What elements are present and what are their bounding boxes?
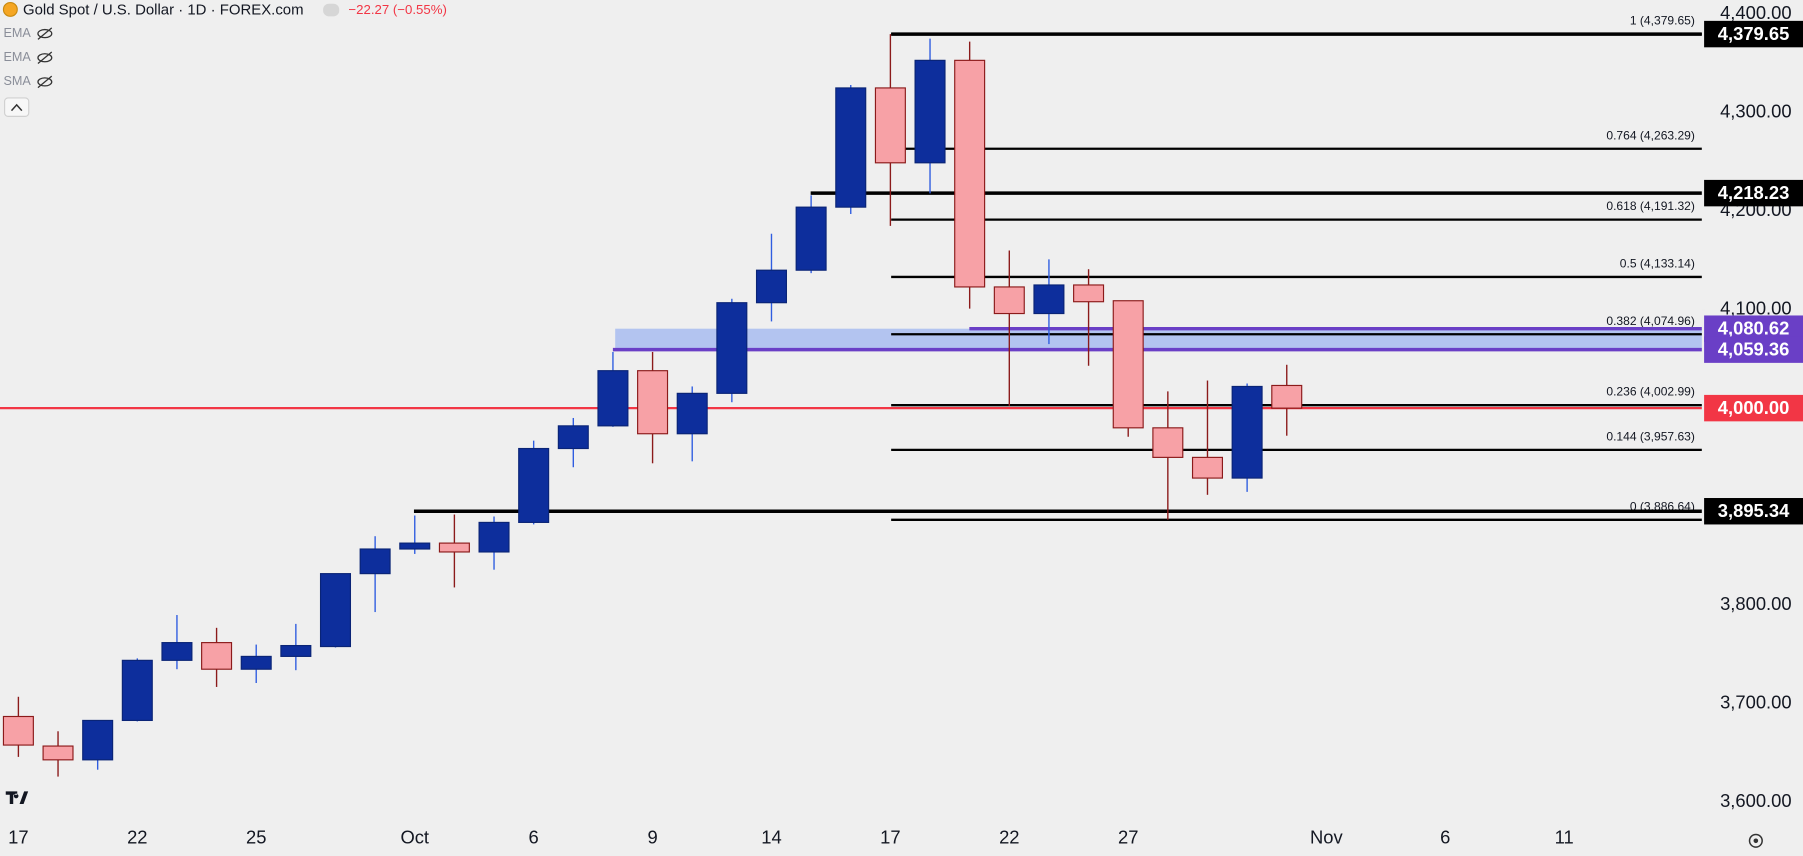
candle-body-down [1191,456,1224,479]
gear-outer [1748,833,1763,848]
chart-title[interactable]: Gold Spot / U.S. Dollar · 1D · FOREX.com [23,2,304,19]
x-tick-label: 22 [127,826,147,847]
price-label-box [1704,498,1803,525]
price-label: 3,895.34 [1718,500,1790,521]
x-tick-label: 14 [761,826,781,847]
candle-body-down [1152,427,1184,458]
candle-body-up [240,655,272,670]
candle-body-down [874,87,906,164]
visibility-slash [37,75,53,89]
indicator-label: EMA [3,26,31,40]
y-tick-label: 4,300.00 [1720,100,1792,121]
indicator-label: SMA [3,74,31,88]
x-tick-label: 17 [880,826,900,847]
candle-body-up [161,642,193,661]
y-tick-label: 4,100.00 [1720,297,1792,318]
x-tick-label: 11 [1555,826,1574,847]
x-tick-label: 25 [246,826,266,847]
x-tick-label: 6 [1440,826,1450,847]
price-label: 4,218.23 [1718,182,1790,203]
fib-label: 0.5 (4,133.14) [1620,256,1695,270]
visibility-slash [37,51,53,64]
candle-body-down [1271,384,1303,409]
candle-body-up [1231,385,1263,479]
visibility-icon [37,28,53,39]
zone [615,328,1702,350]
candle-body-up [280,644,312,657]
candle-body-up [518,447,550,523]
candle-body-up [359,548,391,575]
candle-body-down [42,745,74,761]
x-tick-label: 9 [647,826,657,847]
price-axis: 3,600.003,700.003,800.004,100.004,200.00… [8,2,1803,847]
legend-header: Gold Spot / U.S. Dollar · 1D · FOREX.com… [2,1,447,117]
logo-mark [5,791,29,805]
symbol-icon [2,1,18,17]
candle-body-up [319,573,352,648]
indicator-label: EMA [3,50,31,64]
candle-body-down [201,642,233,670]
x-tick-label: 22 [999,826,1019,847]
candle-body-up [795,206,827,271]
plot-area: 1 (4,379.65) 0.764 (4,263.29) 0.618 (4,191… [0,14,1702,777]
price-label: 4,379.65 [1718,23,1790,44]
y-tick-label: 3,700.00 [1720,692,1792,713]
candle-body-up [676,392,708,435]
price-label-box [1704,179,1803,207]
candle-body-down [1112,300,1144,429]
candle-body-down [438,542,470,553]
candle-body-down [993,286,1025,315]
x-tick-label: 17 [8,826,28,847]
candle-body-up [914,59,946,164]
fib-label: 0.144 (3,957.63) [1606,429,1695,443]
x-tick-label: Nov [1310,826,1343,847]
fib-label: 1 (4,379.65) [1630,14,1695,28]
fib-label: 0.618 (4,191.32) [1606,199,1695,213]
price-label: 4,059.36 [1718,339,1790,360]
fib-label: 0.236 (4,002.99) [1606,385,1695,399]
candle-body-up [716,302,748,394]
y-tick-label: 3,800.00 [1720,593,1792,614]
candle-body-up [121,659,153,722]
y-tick-label: 4,400.00 [1720,2,1792,23]
price-label: 4,000.00 [1718,397,1790,418]
visibility-icon [37,77,53,87]
candle-body-down [637,370,669,435]
candle-body-up [1033,284,1065,315]
collapse-icon [10,103,23,112]
visibility-icon [37,53,53,63]
candle-body-up [755,269,788,304]
price-change: −22.27 (−0.55%) [348,2,446,17]
y-tick-label: 3,600.00 [1720,790,1792,811]
candle-body-up [597,370,629,427]
x-tick-label: Oct [400,826,429,847]
collapse-button[interactable] [4,97,30,117]
price-label-box [1704,394,1803,422]
candle-body-down [2,715,34,746]
settings-icon[interactable] [1748,833,1763,848]
status-pill [323,3,340,17]
candle-body-down [1073,284,1105,303]
candle-body-up [399,542,431,550]
candle-body-up [478,521,510,553]
candle-body-up [82,719,114,761]
candle-body-up [557,425,589,450]
candle-body-up [835,87,867,208]
candle-body-down [954,59,986,288]
visibility-slash [37,27,53,40]
tv-logo [5,791,29,805]
fib-label: 0.382 (4,074.96) [1606,314,1695,328]
price-label-box [1704,20,1803,48]
price-label-box [1704,336,1803,363]
gear-inner [1753,838,1759,844]
x-tick-label: 27 [1118,826,1138,847]
x-tick-label: 6 [529,826,539,847]
price-label: 4,080.62 [1718,318,1790,339]
fib-label: 0.764 (4,263.29) [1606,128,1695,142]
